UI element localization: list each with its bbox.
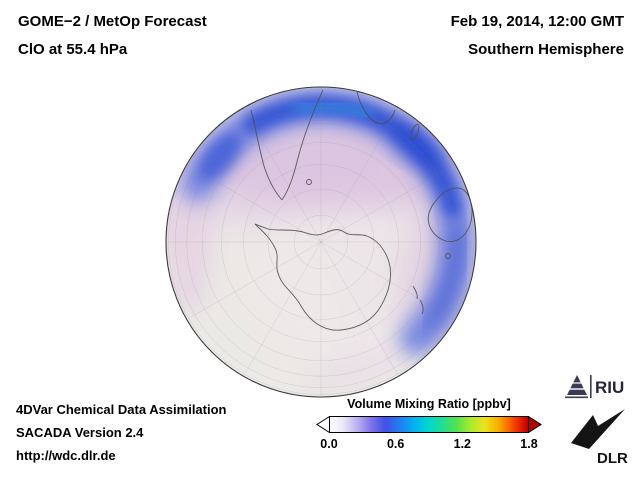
coastline-antarctica <box>254 223 392 331</box>
datetime-label: Feb 19, 2014, 12:00 GMT <box>450 13 624 30</box>
coastline-africa-tip <box>356 91 396 125</box>
dlr-logo-text: DLR <box>597 450 628 467</box>
blue-arc-core <box>243 96 463 217</box>
coastline-tasmania <box>445 253 451 259</box>
globe-outline <box>165 86 477 398</box>
dlr-wing-icon <box>571 409 625 449</box>
dlr-logo: DLR <box>571 409 628 467</box>
coastline-south-america-east <box>281 89 324 201</box>
colorbar-right-arrow-icon <box>528 416 542 433</box>
credit-assimilation: 4DVar Chemical Data Assimilation <box>16 402 227 417</box>
colorbar-tick-1: 0.6 <box>386 437 405 451</box>
blue-patch-upper-right <box>390 124 444 168</box>
hemisphere-label: Southern Hemisphere <box>468 41 624 58</box>
colorbar-bar <box>316 416 542 433</box>
page-subtitle: ClO at 55.4 hPa <box>18 41 128 58</box>
colorbar-ticks: 0.0 0.6 1.2 1.8 <box>320 437 537 453</box>
colorbar-tick-0: 0.0 <box>320 437 338 451</box>
coastline-australia <box>427 187 473 243</box>
pale-polar-center <box>253 194 443 364</box>
colorbar-tick-3: 1.8 <box>520 437 538 451</box>
riu-baseline <box>565 396 588 399</box>
colorbar-tick-2: 1.2 <box>453 437 472 451</box>
riu-mountain-icon <box>567 375 587 395</box>
cyan-streak <box>292 101 372 119</box>
globe-map <box>165 86 477 398</box>
coastline-falklands <box>306 179 312 185</box>
graticule <box>166 87 476 397</box>
credit-url: http://wdc.dlr.de <box>16 448 116 463</box>
coastlines <box>250 89 473 331</box>
colorbar-left-arrow-icon <box>316 416 330 433</box>
blue-patch-upper-left <box>199 133 241 181</box>
blue-arc-east-limb <box>425 223 464 327</box>
coastline-new-zealand <box>412 285 424 315</box>
coastline-south-america-west <box>250 109 283 201</box>
riu-divider <box>590 375 592 398</box>
colorbar: Volume Mixing Ratio [ppbv] 0.0 0.6 1.2 1… <box>316 397 542 453</box>
credit-version: SACADA Version 2.4 <box>16 425 144 440</box>
page-title: GOME−2 / MetOp Forecast <box>18 13 207 30</box>
colorbar-label: Volume Mixing Ratio [ppbv] <box>347 397 511 411</box>
riu-logo-text: RIU <box>595 378 624 397</box>
colorbar-gradient <box>329 416 529 433</box>
riu-logo: RIU <box>565 375 624 399</box>
clo-field-layer <box>166 87 476 397</box>
coastline-madagascar <box>410 123 420 141</box>
